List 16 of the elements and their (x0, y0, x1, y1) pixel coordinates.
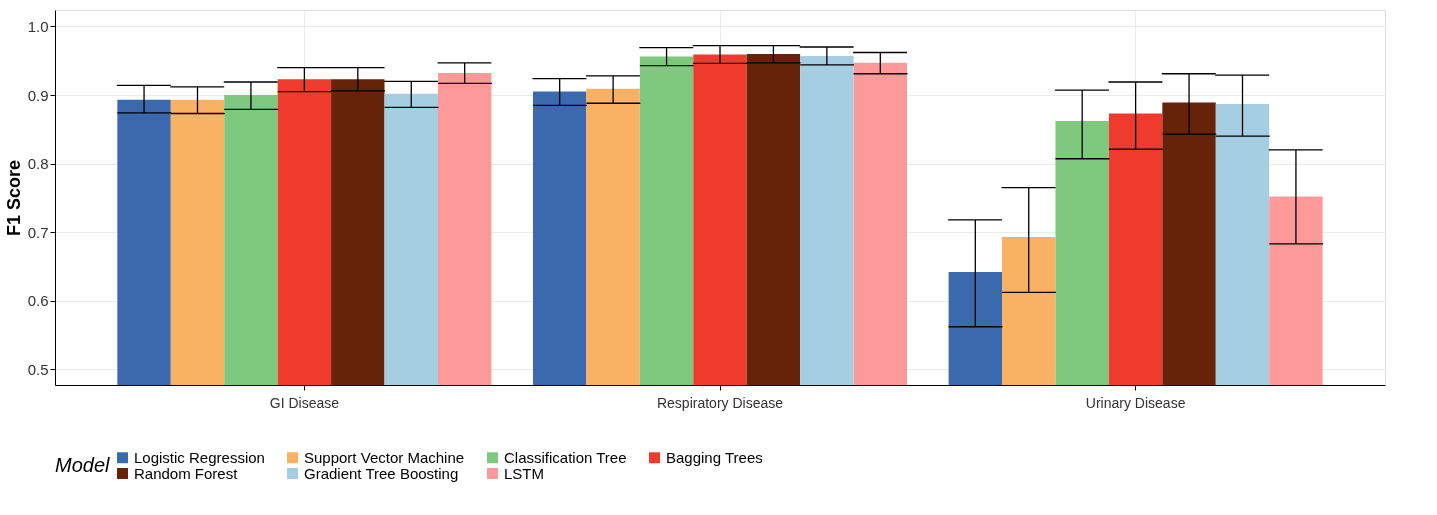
legend-label: Classification Tree (504, 448, 627, 466)
legend-title: Model (55, 454, 111, 476)
y-tick-label: 0.6 (27, 292, 49, 310)
legend-label: Logistic Regression (134, 448, 265, 466)
y-tick-label: 0.7 (27, 223, 49, 241)
legend-label: LSTM (504, 464, 545, 482)
x-tick-label: Urinary Disease (1085, 394, 1186, 411)
legend-label: Support Vector Machine (304, 448, 465, 466)
legend-label: Bagging Trees (666, 448, 763, 466)
x-tick-label: GI Disease (269, 394, 340, 411)
y-tick-label: 0.5 (27, 360, 49, 378)
y-tick-label: 0.8 (27, 155, 49, 173)
y-tick-label: 0.9 (27, 86, 49, 104)
x-tick-label: Respiratory Disease (656, 394, 784, 411)
y-axis-title: F1 Score (3, 159, 24, 237)
y-tick-label: 1.0 (27, 17, 49, 35)
